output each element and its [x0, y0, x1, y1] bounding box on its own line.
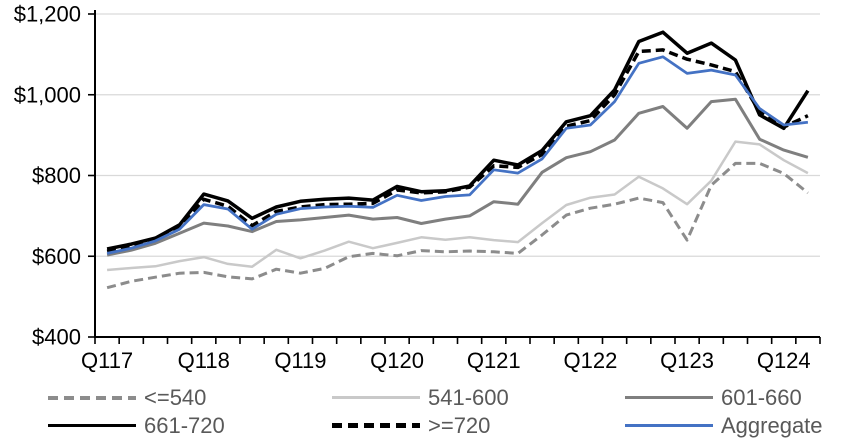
series-line-aggregate [106, 55, 809, 255]
legend-line-sample-540 [48, 395, 136, 400]
series-line-540 [106, 161, 809, 290]
legend-label-540: <=540 [144, 385, 207, 410]
legend-item-540: <=540 [48, 384, 206, 411]
series-line-601-660 [106, 97, 809, 257]
y-tick-label: $600 [32, 244, 81, 269]
series-line-720 [106, 48, 809, 254]
x-tick-label: Q119 [274, 348, 326, 373]
legend-label-aggregate: Aggregate [721, 413, 823, 438]
legend-label-601-660: 601-660 [721, 385, 802, 410]
x-tick-label: Q123 [660, 348, 714, 373]
y-tick-label: $400 [32, 325, 81, 350]
legend-label-661-720: 661-720 [144, 413, 225, 438]
x-tick-label: Q120 [370, 348, 424, 373]
axes [88, 10, 821, 344]
legend-line-sample-601-660 [625, 396, 713, 399]
axis-labels: $400 $600 $800 $1,000 $1,200 Q117 Q118 Q119 Q120… [14, 2, 811, 374]
legend-label-720: >=720 [428, 413, 491, 438]
y-tick-label: $800 [32, 163, 81, 188]
legend-line-sample-720 [332, 423, 420, 428]
y-tick-label: $1,000 [14, 82, 81, 107]
x-tick-label: Q122 [564, 348, 618, 373]
y-tick-label: $1,200 [14, 2, 81, 27]
x-tick-label: Q117 [81, 348, 133, 373]
legend-label-541-600: 541-600 [428, 385, 509, 410]
legend-line-sample-661-720 [48, 423, 136, 428]
legend-line-sample-aggregate [625, 424, 713, 427]
legend-item-661-720: 661-720 [48, 412, 225, 439]
legend-item-aggregate: Aggregate [625, 412, 823, 439]
gridlines [95, 13, 820, 257]
legend-item-601-660: 601-660 [625, 384, 802, 411]
legend-item-720: >=720 [332, 412, 490, 439]
legend-line-sample-541-600 [332, 396, 420, 399]
legend-item-541-600: 541-600 [332, 384, 509, 411]
x-tick-label: Q124 [757, 348, 811, 373]
chart-legend: <=540 541-600 601-660 661-720 >=720 Aggregate [0, 382, 852, 438]
x-tick-label: Q118 [178, 348, 230, 373]
x-tick-label: Q121 [467, 348, 521, 373]
series-line-541-600 [106, 140, 809, 272]
series-lines [106, 30, 810, 290]
